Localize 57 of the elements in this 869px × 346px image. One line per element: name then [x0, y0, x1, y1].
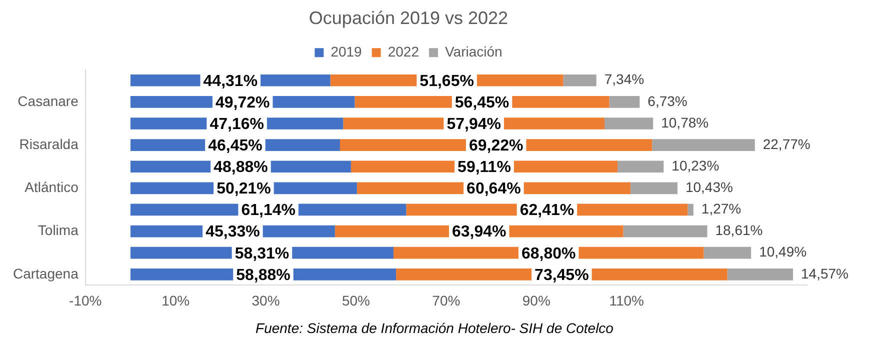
data-label: 10,23% [672, 157, 720, 174]
bar [704, 246, 752, 259]
data-label: 6,73% [648, 92, 688, 109]
data-label: 51,65% [420, 72, 474, 90]
y-tick-label: Tolima [38, 222, 79, 238]
bar [652, 139, 755, 151]
x-tick-label: 90% [522, 292, 550, 308]
x-tick-label: 70% [432, 292, 460, 308]
x-tick-label: 110% [609, 292, 644, 308]
data-label: 7,34% [604, 71, 644, 88]
data-label: 14,57% [801, 265, 849, 282]
bar [604, 118, 654, 130]
bar [609, 96, 640, 108]
bar [630, 182, 678, 194]
data-label: 73,45% [534, 266, 589, 284]
data-label: 61,14% [241, 202, 296, 220]
y-tick-label: Casanare [18, 92, 79, 109]
legend-label: 2019 [330, 43, 362, 60]
x-tick-label: -10% [69, 292, 102, 308]
source-note: Fuente: Sistema de Información Hotelero- SIH de Cotelco [254, 320, 614, 336]
data-label: 22,77% [762, 136, 810, 152]
x-tick-label: 10% [162, 292, 190, 308]
x-tick-label: 50% [342, 292, 370, 308]
bar [618, 160, 664, 173]
data-label: 50,21% [216, 180, 271, 198]
data-label: 10,78% [661, 114, 709, 130]
legend-label: Variación [444, 43, 502, 60]
data-label: 44,31% [203, 72, 258, 90]
legend-label: 2022 [388, 43, 420, 60]
data-label: 58,88% [236, 266, 290, 284]
data-label: 69,22% [468, 137, 524, 154]
data-label: 56,45% [454, 94, 510, 112]
bar [563, 74, 596, 86]
bar [623, 225, 708, 238]
data-label: 10,49% [759, 244, 807, 260]
data-label: 46,45% [208, 137, 262, 154]
data-label: 59,11% [458, 159, 511, 176]
data-label: 18,61% [715, 222, 763, 238]
data-label: 47,16% [210, 116, 264, 133]
x-tick-label: 30% [252, 292, 280, 308]
y-tick-label: Risaralda [19, 136, 79, 152]
data-label: 60,64% [466, 180, 521, 198]
data-label: 48,88% [214, 159, 268, 176]
data-label: 62,41% [520, 202, 574, 220]
bar [688, 204, 694, 216]
data-label: 63,94% [452, 224, 506, 241]
data-label: 1,27% [701, 200, 742, 217]
data-label: 10,43% [685, 179, 733, 196]
y-tick-label: Atlántico [24, 179, 79, 196]
data-label: 68,80% [521, 245, 576, 262]
bar [727, 268, 794, 280]
data-label: 45,33% [206, 224, 260, 241]
data-label: 49,72% [215, 94, 270, 112]
data-label: 58,31% [234, 245, 290, 262]
data-label: 57,94% [446, 116, 501, 133]
y-tick-label: Cartagena [12, 265, 79, 282]
chart-title: Ocupación 2019 vs 2022 [308, 8, 508, 28]
